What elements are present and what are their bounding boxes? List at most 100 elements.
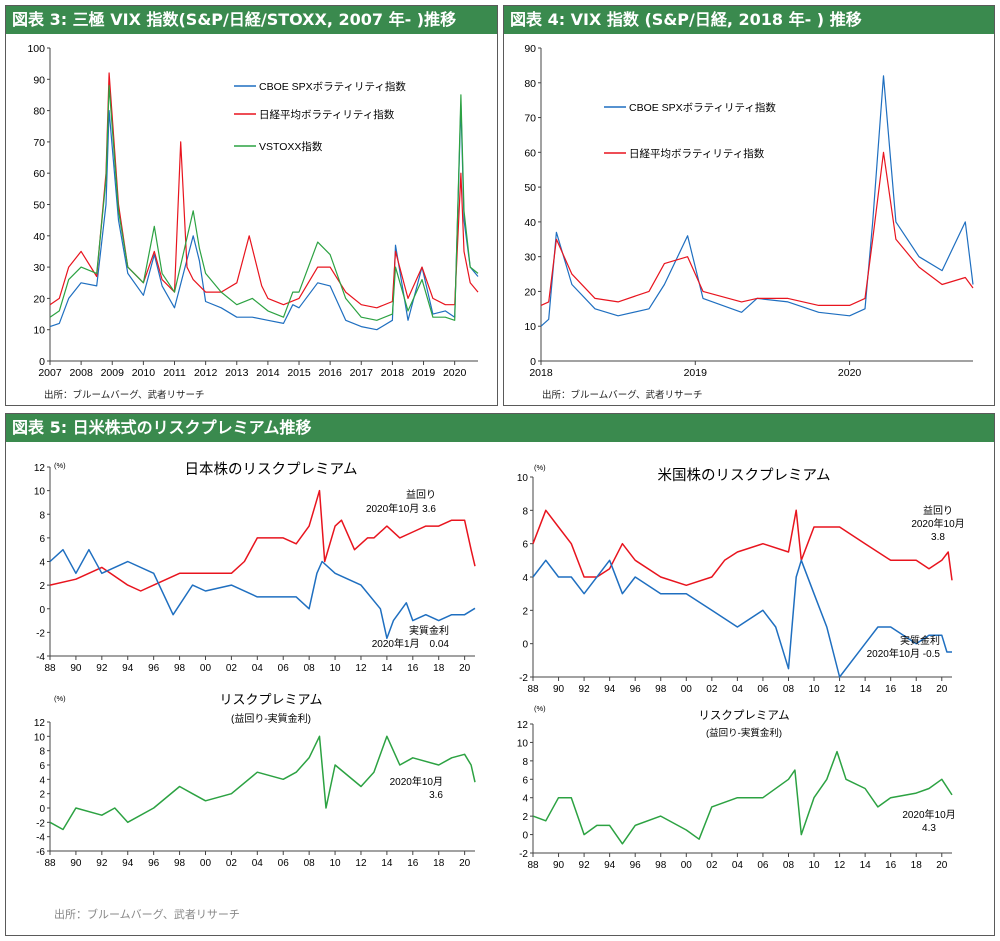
subchart-title: リスクプレミアム (698, 709, 789, 722)
x-tick-label: 00 (681, 684, 693, 695)
subchart-title: 日本株のリスクプレミアム (185, 461, 358, 478)
y-tick-label: 12 (34, 718, 46, 729)
x-tick-label: 2012 (194, 367, 218, 379)
x-tick-label: 98 (174, 858, 186, 869)
x-tick-label: 14 (381, 663, 393, 674)
unit-label: (%) (54, 461, 66, 470)
x-tick-label: 96 (630, 860, 642, 871)
x-tick-label: 96 (148, 663, 160, 674)
x-tick-label: 98 (655, 860, 667, 871)
x-tick-label: 92 (579, 860, 591, 871)
x-tick-label: 08 (783, 684, 795, 695)
y-tick-label: 0 (522, 640, 528, 651)
real-rate-label: 実質金利 (900, 634, 940, 647)
y-tick-label: 0 (39, 605, 45, 616)
series-line-2 (49, 85, 479, 321)
x-tick-label: 12 (834, 684, 846, 695)
fig5-panel: 図表 5: 日米株式のリスクプレミアム推移 -4 -2 0 2 4 6 8 10 12 88 90 9… (5, 413, 995, 936)
earnings-yield-label: 益回り (923, 504, 953, 517)
series-line-1 (49, 72, 479, 309)
x-tick-label: 18 (911, 684, 923, 695)
y-tick-label: 70 (524, 113, 536, 125)
x-tick-label: 18 (911, 860, 923, 871)
x-tick-label: 04 (732, 860, 744, 871)
y-tick-label: 4 (522, 573, 528, 584)
y-tick-label: 10 (33, 325, 45, 337)
y-tick-label: 4 (522, 794, 528, 805)
x-tick-label: 10 (329, 663, 341, 674)
x-tick-label: 08 (783, 860, 795, 871)
x-tick-label: 2010 (132, 367, 156, 379)
x-tick-label: 06 (278, 858, 290, 869)
unit-label: (%) (54, 694, 66, 703)
x-tick-label: 2019 (412, 367, 436, 379)
subchart-subtitle: (益回り-実質金利) (231, 712, 311, 725)
x-tick-label: 90 (553, 860, 565, 871)
x-tick-label: 16 (407, 663, 419, 674)
y-tick-label: 2 (522, 812, 528, 823)
x-tick-label: 92 (96, 858, 108, 869)
y-tick-label: -4 (36, 652, 45, 663)
fig3-source: 出所：ブルームバーグ、武者リサーチ (44, 390, 205, 401)
x-tick-label: 02 (706, 684, 718, 695)
y-tick-label: 80 (524, 78, 536, 90)
y-tick-label: 50 (33, 200, 45, 212)
x-tick-label: 2011 (163, 367, 186, 379)
x-tick-label: 98 (655, 684, 667, 695)
x-tick-label: 98 (174, 663, 186, 674)
y-tick-label: 30 (524, 252, 536, 264)
x-tick-label: 00 (681, 860, 693, 871)
y-tick-label: 10 (34, 732, 46, 743)
y-tick-label: -2 (519, 673, 528, 684)
x-tick-label: 2020 (838, 367, 862, 379)
x-tick-label: 2008 (69, 367, 93, 379)
x-tick-label: 88 (527, 860, 539, 871)
fig4-panel: 図表 4: VIX 指数 (S&P/日経, 2018 年- ) 推移 0 10 20… (503, 5, 995, 406)
series-line-0 (532, 750, 953, 845)
y-tick-label: 20 (524, 286, 536, 298)
x-tick-label: 18 (433, 858, 445, 869)
subchart-title: リスクプレミアム (219, 692, 322, 707)
real-rate-label: 2020年10月 -0.5 (867, 647, 941, 660)
y-tick-label: 60 (524, 147, 536, 159)
legend-label-1: 日経平均ボラティリティ指数 (259, 108, 395, 121)
fig5-source: 出所：ブルームバーグ、武者リサーチ (54, 908, 240, 921)
x-tick-label: 12 (355, 663, 367, 674)
y-tick-label: 2 (39, 790, 45, 801)
y-tick-label: -2 (36, 628, 45, 639)
y-tick-label: 10 (34, 487, 46, 498)
x-tick-label: 02 (226, 858, 238, 869)
premium-label: 4.3 (922, 823, 936, 834)
x-tick-label: 2017 (350, 367, 374, 379)
y-tick-label: 6 (522, 540, 528, 551)
x-tick-label: 12 (834, 860, 846, 871)
y-tick-label: 10 (517, 473, 529, 484)
y-tick-label: 0 (522, 831, 528, 842)
x-tick-label: 2009 (101, 367, 125, 379)
series-line-0 (532, 509, 953, 587)
subchart-subtitle: (益回り-実質金利) (706, 727, 782, 739)
y-tick-label: 80 (33, 106, 45, 118)
fig4-source: 出所：ブルームバーグ、武者リサーチ (542, 390, 703, 401)
x-tick-label: 08 (304, 858, 316, 869)
y-tick-label: 40 (524, 217, 536, 229)
series-line-0 (49, 103, 479, 331)
y-tick-label: 50 (524, 182, 536, 194)
x-tick-label: 88 (44, 858, 56, 869)
y-tick-label: 90 (33, 74, 45, 86)
y-tick-label: 4 (39, 558, 45, 569)
x-tick-label: 88 (527, 684, 539, 695)
x-tick-label: 00 (200, 663, 212, 674)
unit-label: (%) (534, 704, 546, 713)
x-tick-label: 10 (808, 684, 820, 695)
y-tick-label: 2 (39, 581, 45, 592)
x-tick-label: 02 (706, 860, 718, 871)
y-tick-label: 10 (524, 321, 536, 333)
y-tick-label: 8 (39, 747, 45, 758)
y-tick-label: 8 (39, 510, 45, 521)
x-tick-label: 90 (70, 858, 82, 869)
x-tick-label: 14 (860, 684, 872, 695)
x-tick-label: 18 (433, 663, 445, 674)
